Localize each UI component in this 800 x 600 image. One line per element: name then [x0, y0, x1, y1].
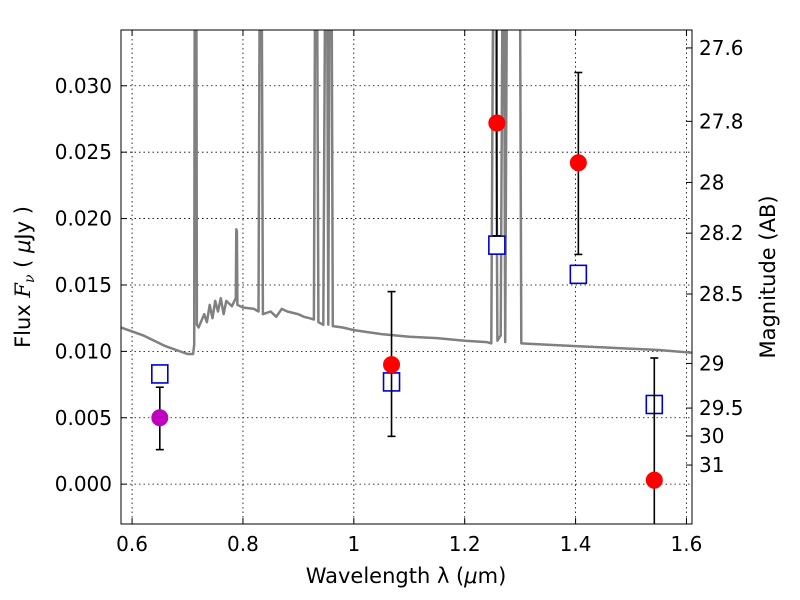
- y-tick-label: 0.020: [55, 207, 112, 231]
- x-tick-label: 1.2: [449, 532, 481, 556]
- y2-tick-label: 28.2: [699, 221, 744, 245]
- y-tick-label: 0.025: [55, 140, 112, 164]
- optical-point: [151, 409, 169, 427]
- model-spectrum-line: [121, 30, 692, 356]
- observed-point: [488, 114, 506, 132]
- observed-point: [383, 356, 401, 374]
- x-tick-label: 1.6: [671, 532, 703, 556]
- plot-frame: [120, 29, 693, 525]
- y2-tick-label: 30: [699, 424, 724, 448]
- y-tick-label: 0.005: [55, 406, 112, 430]
- y2-tick-label: 29: [699, 351, 724, 375]
- y2-tick-label: 29.5: [699, 396, 744, 420]
- y-tick-label: 0.030: [55, 74, 112, 98]
- y-tick-label: 0.000: [55, 472, 112, 496]
- plot-data: [121, 30, 692, 524]
- y2-tick-label: 27.6: [699, 36, 744, 60]
- x-tick-label: 0.6: [116, 532, 148, 556]
- model-band-square: [488, 235, 506, 255]
- grid: [121, 30, 692, 524]
- y2-tick-label: 28: [699, 170, 724, 194]
- observed-point: [569, 154, 587, 172]
- y2-tick-label: 28.5: [699, 282, 744, 306]
- ticks: 0.6 0.8 1 1.2 1.4 1.6 0.000 0.005 0.010 0.015 0.02…: [55, 30, 744, 556]
- observed-point: [645, 471, 663, 489]
- y2-tick-label: 27.8: [699, 109, 744, 133]
- model-band-square: [151, 364, 169, 384]
- y2-axis-label: Magnitude (AB): [756, 195, 780, 358]
- x-tick-label: 1.4: [560, 532, 592, 556]
- y-tick-label: 0.015: [55, 273, 112, 297]
- x-tick-label: 1: [347, 532, 360, 556]
- y2-tick-label: 31: [699, 453, 724, 477]
- y-axis-label: Flux Fν ( μJy ): [11, 206, 38, 348]
- model-band-square: [569, 264, 588, 285]
- x-axis-label: Wavelength λ (μm): [306, 564, 507, 588]
- x-tick-label: 0.8: [227, 532, 259, 556]
- y-tick-label: 0.010: [55, 339, 112, 363]
